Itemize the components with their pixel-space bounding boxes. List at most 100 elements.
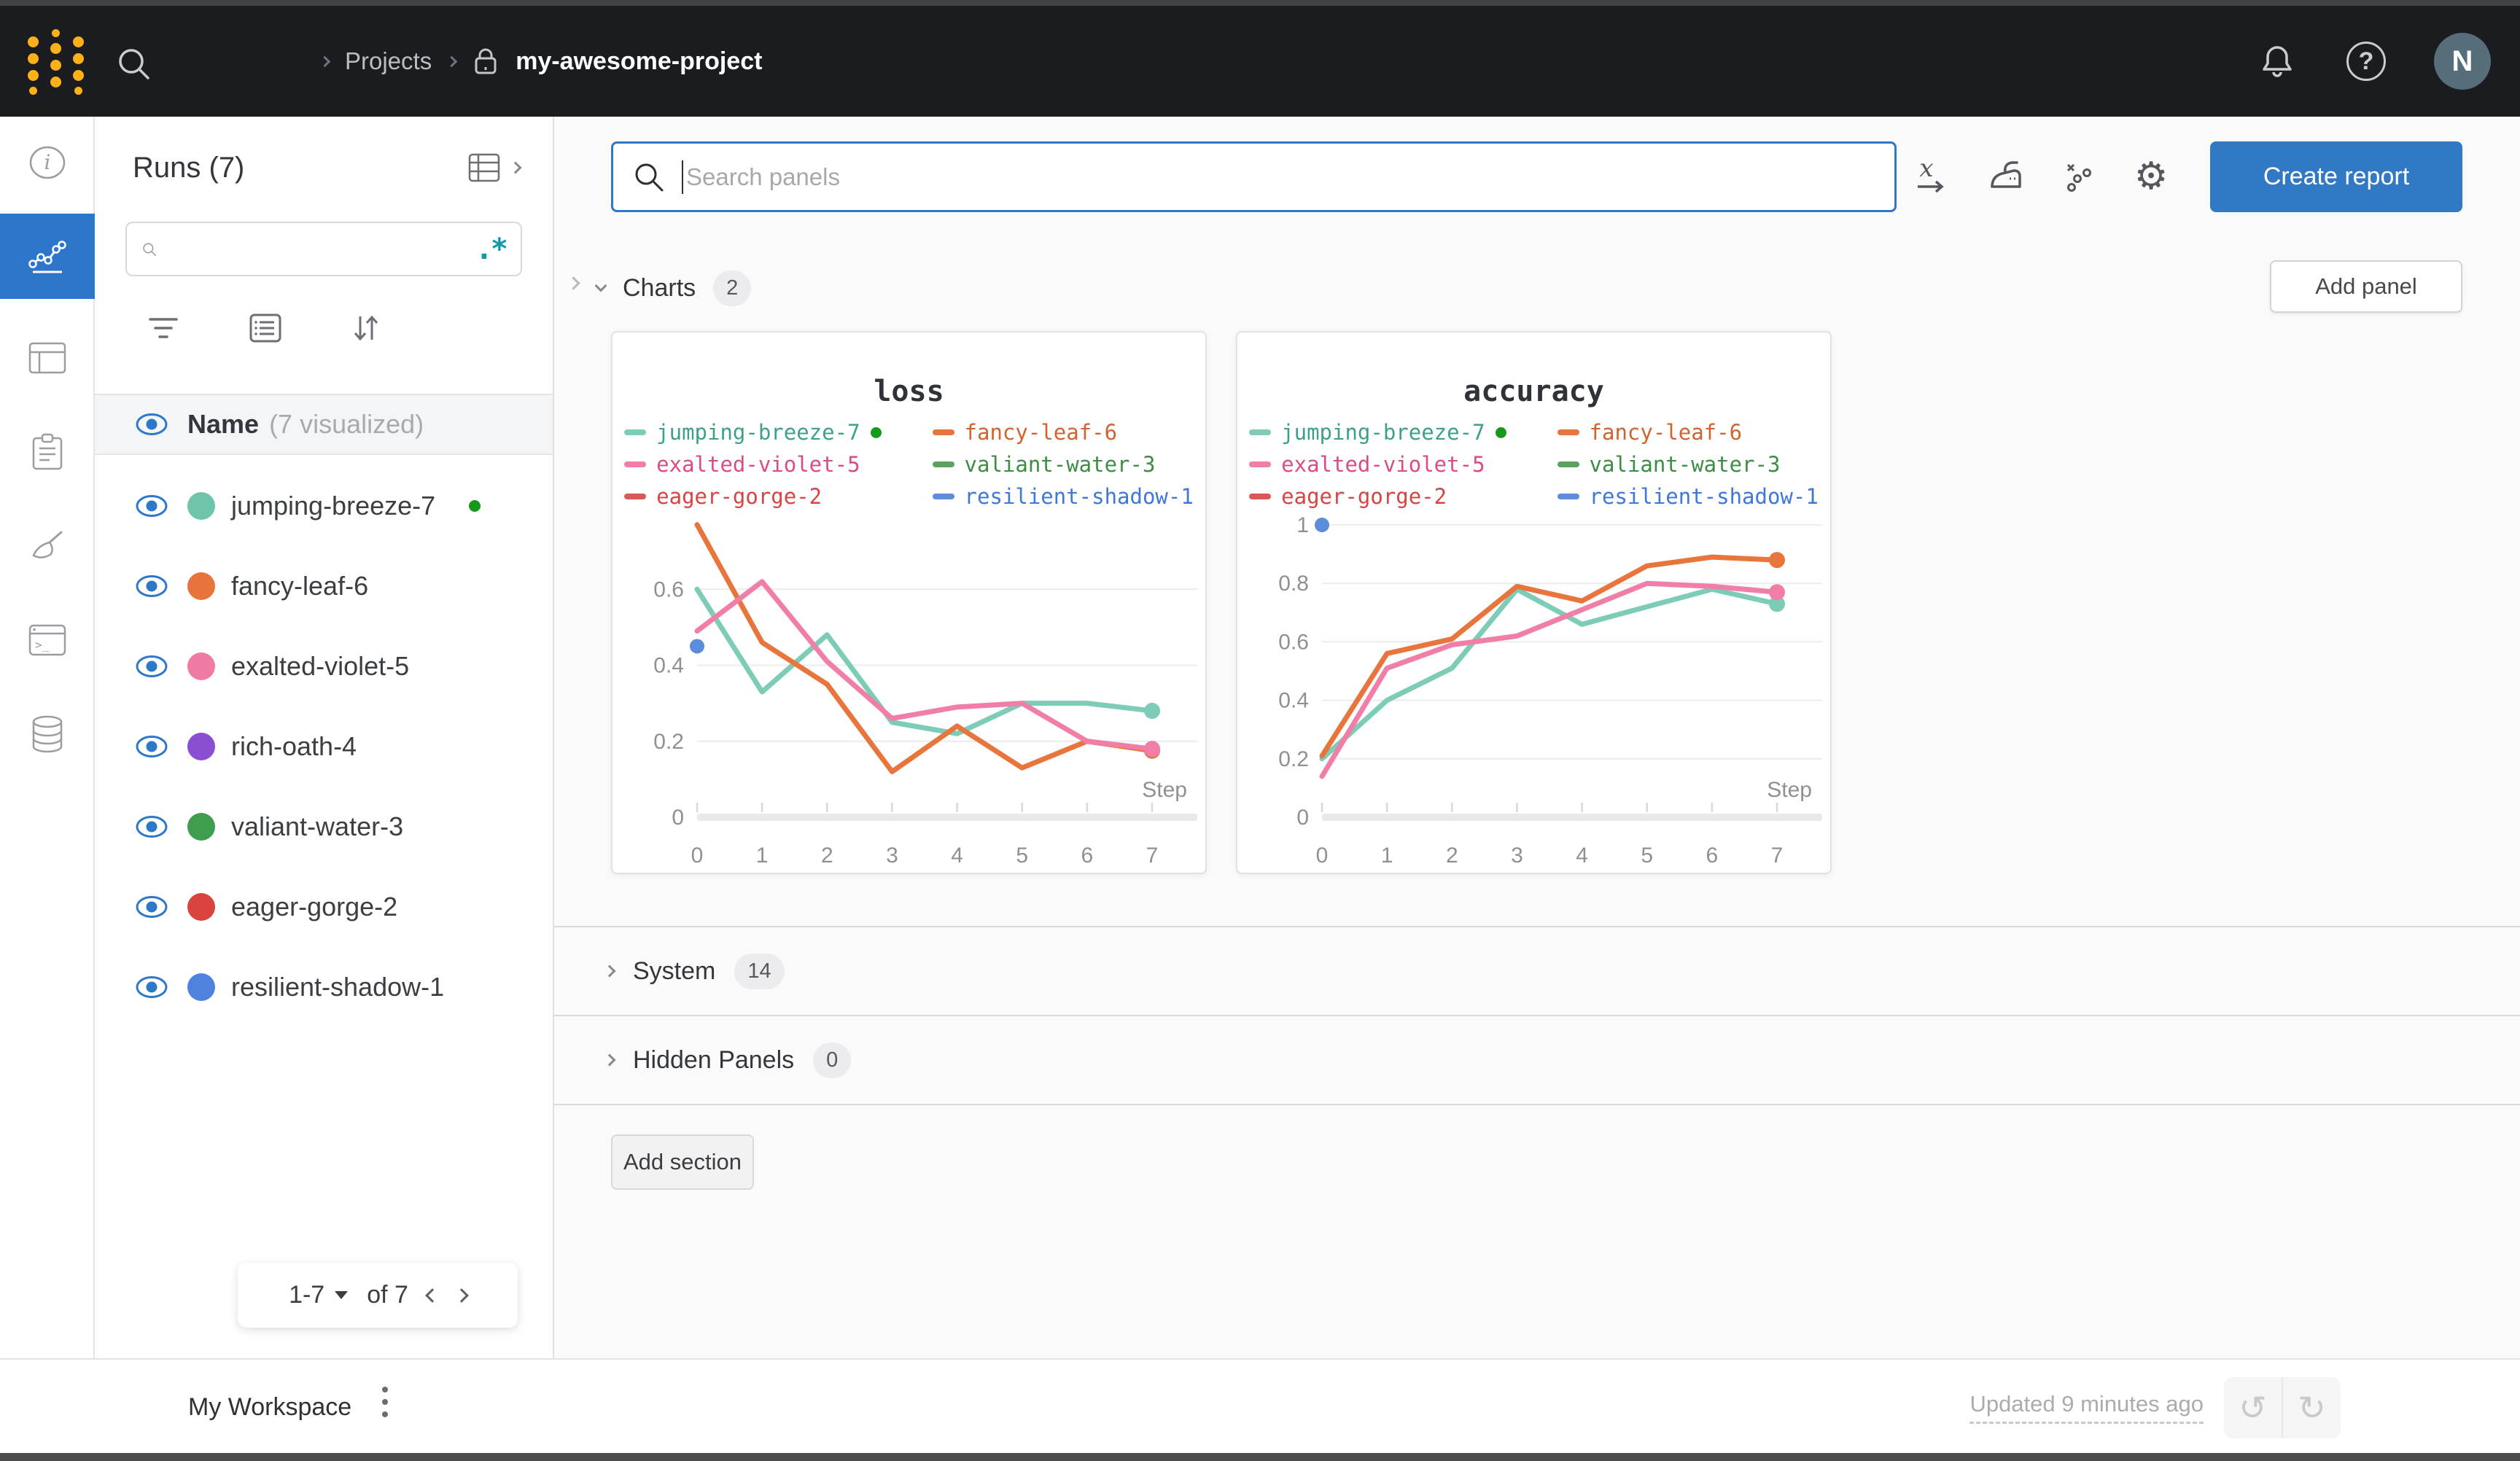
- nav-terminal-icon[interactable]: >_: [0, 597, 95, 682]
- legend-item[interactable]: exalted-violet-5: [624, 452, 881, 477]
- nav-rail: i >_: [0, 117, 95, 1358]
- chart-panel[interactable]: loss jumping-breeze-7 fancy-leaf-6 exalted-…: [611, 331, 1207, 874]
- help-icon[interactable]: ?: [2346, 42, 2386, 81]
- visibility-eye-icon[interactable]: [135, 735, 168, 758]
- workspace-menu-kebab-icon[interactable]: [382, 1387, 388, 1417]
- x-axis-settings-icon[interactable]: x: [1912, 156, 1953, 197]
- add-panel-button[interactable]: Add panel: [2270, 260, 2462, 313]
- smoothing-icon[interactable]: [1985, 156, 2026, 197]
- runs-table-toggle[interactable]: [467, 152, 522, 183]
- section-expand-chevron-icon[interactable]: [603, 1053, 616, 1067]
- page-size-dropdown-icon[interactable]: [335, 1291, 349, 1299]
- legend-item[interactable]: eager-gorge-2: [1249, 484, 1506, 509]
- regex-toggle-icon[interactable]: .*: [475, 232, 508, 266]
- runs-search-box[interactable]: .*: [125, 222, 522, 276]
- run-name[interactable]: fancy-leaf-6: [231, 571, 369, 601]
- run-row[interactable]: valiant-water-3: [95, 787, 553, 867]
- run-name[interactable]: resilient-shadow-1: [231, 972, 445, 1002]
- run-name[interactable]: eager-gorge-2: [231, 892, 398, 922]
- section-divider: [554, 1015, 2520, 1016]
- nav-artifacts-icon[interactable]: [0, 691, 95, 776]
- visibility-eye-icon[interactable]: [135, 895, 168, 919]
- group-list-icon[interactable]: [248, 312, 283, 344]
- redo-button[interactable]: ↻: [2298, 1389, 2326, 1427]
- prev-page-chevron-icon[interactable]: [425, 1287, 440, 1303]
- chart-legend: jumping-breeze-7 fancy-leaf-6 exalted-viol…: [1237, 420, 1830, 509]
- svg-text:2: 2: [1446, 844, 1458, 868]
- visibility-eye-icon[interactable]: [135, 815, 168, 838]
- runs-name-header[interactable]: Name (7 visualized): [95, 394, 553, 455]
- svg-text:1: 1: [1296, 513, 1309, 537]
- filter-icon[interactable]: [146, 312, 181, 344]
- chart-panel[interactable]: accuracy jumping-breeze-7 fancy-leaf-6 exal…: [1236, 331, 1832, 874]
- global-search-icon[interactable]: [115, 45, 153, 87]
- svg-text:0.2: 0.2: [653, 730, 684, 754]
- next-page-chevron-icon[interactable]: [454, 1287, 469, 1303]
- run-row[interactable]: eager-gorge-2: [95, 867, 553, 947]
- run-row[interactable]: jumping-breeze-7: [95, 466, 553, 546]
- breadcrumb-project-name[interactable]: my-awesome-project: [516, 47, 763, 75]
- svg-text:6: 6: [1706, 844, 1719, 868]
- svg-text:0.6: 0.6: [1278, 630, 1309, 654]
- legend-item[interactable]: valiant-water-3: [1557, 452, 1819, 477]
- nav-logs-icon[interactable]: [0, 409, 95, 494]
- run-name[interactable]: jumping-breeze-7: [231, 491, 436, 521]
- svg-text:x: x: [1919, 156, 1933, 183]
- section-collapse-chevron-icon[interactable]: [594, 279, 607, 292]
- settings-gear-icon[interactable]: ⚙: [2134, 155, 2169, 198]
- svg-text:5: 5: [1016, 844, 1028, 868]
- create-report-button[interactable]: Create report: [2210, 141, 2462, 212]
- legend-item[interactable]: jumping-breeze-7: [624, 420, 882, 445]
- nav-sweeps-icon[interactable]: [0, 503, 95, 588]
- run-name[interactable]: exalted-violet-5: [231, 651, 410, 681]
- undo-button[interactable]: ↺: [2239, 1389, 2267, 1427]
- workspace-label[interactable]: My Workspace: [188, 1392, 352, 1421]
- notifications-bell-icon[interactable]: [2256, 40, 2298, 82]
- visibility-eye-icon[interactable]: [135, 574, 168, 598]
- svg-text:Step: Step: [1142, 778, 1187, 802]
- text-caret: [682, 160, 683, 194]
- section-header-system[interactable]: System 14: [554, 927, 2520, 1015]
- visibility-eye-icon[interactable]: [135, 655, 168, 678]
- legend-item[interactable]: fancy-leaf-6: [1557, 420, 1819, 445]
- legend-item[interactable]: fancy-leaf-6: [932, 420, 1194, 445]
- page-range[interactable]: 1-7: [289, 1281, 325, 1309]
- nav-info-icon[interactable]: i: [0, 120, 95, 205]
- visibility-eye-icon[interactable]: [135, 975, 168, 999]
- running-indicator-dot: [469, 500, 481, 512]
- legend-swatch: [1249, 461, 1272, 467]
- legend-item[interactable]: resilient-shadow-1: [932, 484, 1194, 509]
- legend-item[interactable]: exalted-violet-5: [1249, 452, 1506, 477]
- run-name[interactable]: rich-oath-4: [231, 731, 357, 761]
- runs-search-input[interactable]: [168, 235, 475, 262]
- sidebar-collapse-chevron-icon[interactable]: [567, 276, 580, 290]
- visibility-eye-icon[interactable]: [135, 413, 168, 436]
- panel-search-box[interactable]: Search panels: [611, 141, 1897, 212]
- nav-table-icon[interactable]: [0, 315, 95, 400]
- section-header-charts[interactable]: Charts 2: [594, 262, 752, 313]
- run-row[interactable]: rich-oath-4: [95, 706, 553, 787]
- section-expand-chevron-icon[interactable]: [603, 965, 616, 978]
- breadcrumb-projects-link[interactable]: Projects: [345, 47, 432, 74]
- nav-workspace-charts-icon[interactable]: [0, 214, 95, 299]
- legend-swatch: [1557, 461, 1579, 467]
- run-color-dot: [187, 813, 215, 841]
- updated-timestamp[interactable]: Updated 9 minutes ago: [1969, 1360, 2204, 1454]
- add-section-button[interactable]: Add section: [611, 1134, 754, 1190]
- run-row[interactable]: fancy-leaf-6: [95, 546, 553, 626]
- outliers-icon[interactable]: [2058, 156, 2099, 197]
- svg-text:0: 0: [1316, 844, 1329, 868]
- legend-item[interactable]: resilient-shadow-1: [1557, 484, 1819, 509]
- run-row[interactable]: exalted-violet-5: [95, 626, 553, 706]
- legend-item[interactable]: eager-gorge-2: [624, 484, 881, 509]
- run-name[interactable]: valiant-water-3: [231, 811, 404, 841]
- section-header-hidden-panels[interactable]: Hidden Panels 0: [554, 1016, 2520, 1104]
- avatar[interactable]: N: [2434, 33, 2491, 90]
- wandb-logo-icon[interactable]: [28, 29, 95, 96]
- legend-item[interactable]: jumping-breeze-7: [1249, 420, 1506, 445]
- run-row[interactable]: resilient-shadow-1: [95, 947, 553, 1027]
- sort-icon[interactable]: [350, 311, 382, 346]
- legend-item[interactable]: valiant-water-3: [932, 452, 1194, 477]
- visibility-eye-icon[interactable]: [135, 494, 168, 518]
- chart-panels-row: loss jumping-breeze-7 fancy-leaf-6 exalted-…: [611, 331, 1832, 874]
